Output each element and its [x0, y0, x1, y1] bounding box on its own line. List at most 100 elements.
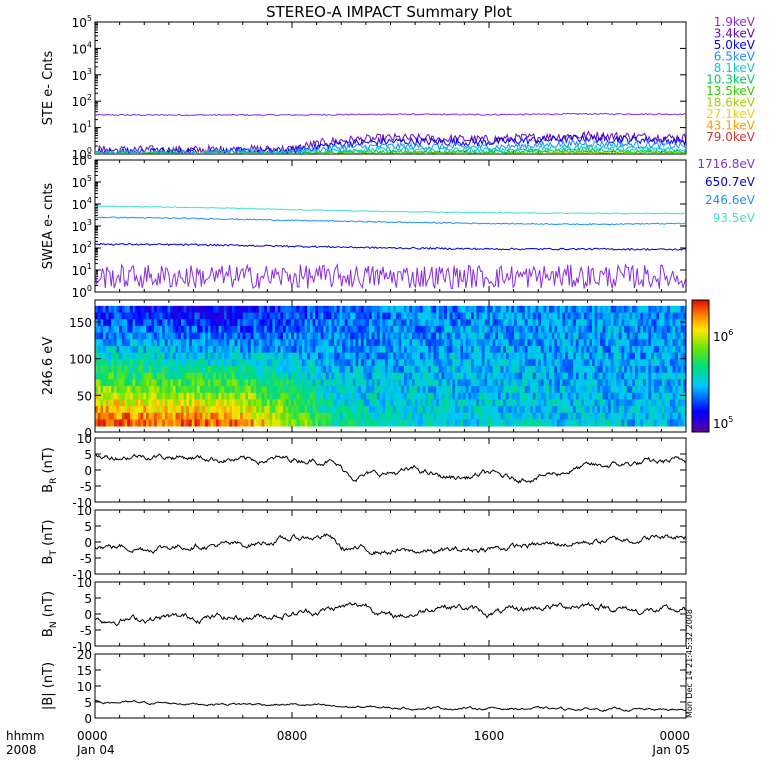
pad-heatmap-cell [659, 386, 663, 394]
pad-heatmap-cell [441, 312, 445, 320]
pad-heatmap-cell [519, 325, 523, 333]
pad-heatmap-cell [452, 339, 456, 347]
pad-heatmap-cell [565, 399, 569, 407]
pad-heatmap-cell [471, 332, 475, 340]
pad-heatmap-cell [600, 372, 604, 380]
pad-heatmap-cell [296, 312, 300, 320]
pad-heatmap-cell [428, 392, 432, 400]
pad-heatmap-cell [344, 319, 348, 327]
pad-heatmap-cell [519, 319, 523, 327]
pad-heatmap-cell [591, 366, 596, 374]
pad-heatmap-cell [113, 419, 117, 427]
pad-heatmap-cell [677, 379, 682, 387]
pad-heatmap-cell [108, 352, 112, 360]
pad-heatmap-cell [274, 386, 279, 394]
pad-heatmap-cell [248, 305, 252, 313]
pad-heatmap-cell [317, 386, 322, 394]
pad-heatmap-cell [390, 345, 394, 354]
pad-heatmap-cell [438, 386, 442, 394]
pad-heatmap-cell [567, 305, 571, 313]
pad-heatmap-cell [583, 305, 588, 313]
pad-heatmap-cell [495, 359, 499, 367]
pad-heatmap-cell [473, 412, 477, 420]
pad-heatmap-cell [339, 406, 343, 414]
pad-heatmap-cell [183, 359, 187, 367]
pad-heatmap-cell [522, 359, 526, 367]
pad-heatmap-cell [135, 366, 139, 374]
pad-heatmap-cell [519, 366, 523, 374]
pad-heatmap-cell [167, 319, 171, 327]
pad-heatmap-cell [129, 339, 134, 347]
pad-heatmap-cell [261, 305, 265, 313]
pad-heatmap-cell [291, 379, 295, 387]
pad-heatmap-cell [253, 319, 257, 327]
pad-heatmap-cell [519, 305, 523, 313]
pad-heatmap-cell [549, 319, 553, 327]
pad-heatmap-cell [634, 312, 639, 320]
pad-heatmap-cell [669, 412, 673, 420]
pad-heatmap-cell [511, 305, 515, 313]
pad-heatmap-cell [223, 345, 228, 354]
pad-heatmap-cell [409, 419, 413, 427]
pad-heatmap-cell [632, 332, 636, 340]
pad-heatmap-cell [468, 339, 472, 347]
pad-heatmap-cell [656, 419, 660, 427]
pad-heatmap-cell [296, 345, 300, 354]
pad-heatmap-cell [320, 319, 324, 327]
pad-heatmap-cell [586, 359, 590, 367]
pad-heatmap-cell [449, 372, 453, 380]
pad-heatmap-cell [672, 345, 676, 354]
pad-heatmap-cell [677, 325, 682, 333]
pad-heatmap-cell [583, 399, 588, 407]
pad-heatmap-cell [683, 352, 687, 360]
pad-heatmap-cell [135, 379, 139, 387]
pad-heatmap-cell [651, 419, 655, 427]
pad-heatmap-cell [433, 319, 437, 327]
pad-heatmap-cell [417, 366, 421, 374]
pad-heatmap-cell [395, 399, 399, 407]
pad-heatmap-cell [473, 312, 477, 320]
pad-heatmap-cell [648, 339, 652, 347]
pad-heatmap-cell [143, 352, 147, 360]
pad-heatmap-cell [374, 406, 378, 414]
pad-heatmap-cell [296, 332, 300, 340]
pad-heatmap-cell [159, 392, 163, 400]
pad-heatmap-cell [428, 312, 432, 320]
pad-heatmap-cell [97, 359, 101, 367]
pad-heatmap-cell [656, 392, 660, 400]
pad-heatmap-cell [178, 406, 182, 414]
pad-heatmap-cell [140, 379, 144, 387]
pad-heatmap-cell [516, 312, 520, 320]
pad-heatmap-cell [422, 412, 426, 420]
swea-y-tick-label: 103 [72, 218, 92, 234]
pad-heatmap-cell [677, 345, 682, 354]
pad-heatmap-cell [312, 319, 316, 327]
pad-heatmap-cell [280, 305, 284, 313]
pad-heatmap-cell [683, 399, 687, 407]
pad-heatmap-cell [476, 359, 480, 367]
ste-y-tick-label: 103 [72, 67, 92, 83]
pad-heatmap-cell [393, 412, 397, 420]
pad-heatmap-cell [543, 305, 547, 313]
pad-heatmap-cell [634, 412, 639, 420]
pad-heatmap-cell [285, 319, 289, 327]
pad-heatmap-cell [497, 332, 502, 340]
pad-heatmap-cell [524, 319, 528, 327]
pad-heatmap-cell [309, 325, 313, 333]
pad-heatmap-cell [229, 386, 233, 394]
pad-heatmap-cell [172, 419, 176, 427]
colorbar-segment [692, 311, 709, 314]
pad-heatmap-cell [634, 325, 639, 333]
pad-heatmap-cell [143, 345, 147, 354]
pad-heatmap-cell [312, 305, 316, 313]
pad-heatmap-cell [301, 339, 305, 347]
pad-heatmap-cell [119, 412, 123, 420]
pad-heatmap-cell [309, 372, 313, 380]
pad-heatmap-cell [197, 312, 201, 320]
pad-heatmap-cell [573, 399, 577, 407]
pad-heatmap-cell [159, 406, 163, 414]
colorbar-segment [692, 427, 709, 431]
pad-heatmap-cell [146, 359, 150, 367]
colorbar-segment [692, 423, 709, 426]
